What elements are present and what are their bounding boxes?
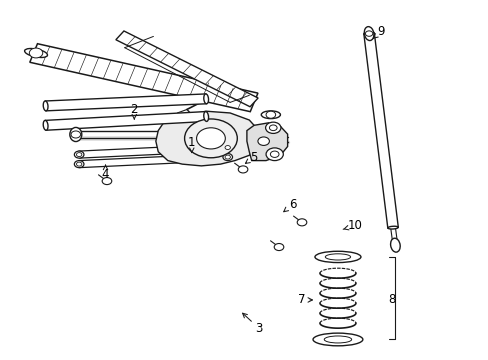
Circle shape <box>365 31 372 36</box>
Text: 5: 5 <box>245 150 257 163</box>
Ellipse shape <box>390 227 395 228</box>
Circle shape <box>297 219 306 226</box>
Circle shape <box>223 144 232 151</box>
Circle shape <box>196 128 225 149</box>
Circle shape <box>102 177 112 185</box>
Circle shape <box>224 145 230 149</box>
Circle shape <box>29 48 42 58</box>
Circle shape <box>265 148 283 161</box>
Ellipse shape <box>363 32 374 35</box>
Ellipse shape <box>312 333 362 346</box>
Ellipse shape <box>43 101 48 111</box>
Ellipse shape <box>364 27 373 41</box>
Ellipse shape <box>43 120 48 130</box>
Ellipse shape <box>261 111 280 118</box>
Text: 3: 3 <box>242 313 262 335</box>
Circle shape <box>265 111 275 118</box>
Circle shape <box>74 161 84 168</box>
Polygon shape <box>246 123 287 161</box>
Text: 2: 2 <box>130 103 138 119</box>
Text: 7: 7 <box>298 293 312 306</box>
Circle shape <box>238 166 247 173</box>
Circle shape <box>265 122 280 134</box>
Ellipse shape <box>325 254 350 260</box>
Polygon shape <box>45 112 206 130</box>
Circle shape <box>76 162 81 166</box>
Circle shape <box>184 119 237 158</box>
Ellipse shape <box>324 336 351 343</box>
Text: 4: 4 <box>102 165 109 181</box>
Circle shape <box>257 137 269 145</box>
Ellipse shape <box>390 238 399 252</box>
Polygon shape <box>363 33 398 228</box>
Text: 1: 1 <box>188 136 195 153</box>
Ellipse shape <box>203 94 208 104</box>
Polygon shape <box>390 228 397 246</box>
Circle shape <box>223 154 232 161</box>
Circle shape <box>76 153 81 157</box>
Text: 6: 6 <box>283 198 296 212</box>
Circle shape <box>269 125 277 131</box>
Ellipse shape <box>387 226 398 229</box>
Ellipse shape <box>314 251 360 262</box>
Polygon shape <box>116 31 258 107</box>
Circle shape <box>71 131 81 138</box>
Circle shape <box>224 155 230 159</box>
Circle shape <box>270 151 279 157</box>
Text: 8: 8 <box>387 293 395 306</box>
Polygon shape <box>30 44 257 112</box>
Ellipse shape <box>203 112 208 121</box>
Circle shape <box>274 243 283 251</box>
Text: 9: 9 <box>372 25 384 38</box>
Ellipse shape <box>24 49 47 58</box>
Polygon shape <box>45 94 206 111</box>
Ellipse shape <box>392 244 397 246</box>
Text: 10: 10 <box>343 219 362 232</box>
Ellipse shape <box>70 127 81 141</box>
Circle shape <box>74 151 84 158</box>
Polygon shape <box>156 111 258 166</box>
